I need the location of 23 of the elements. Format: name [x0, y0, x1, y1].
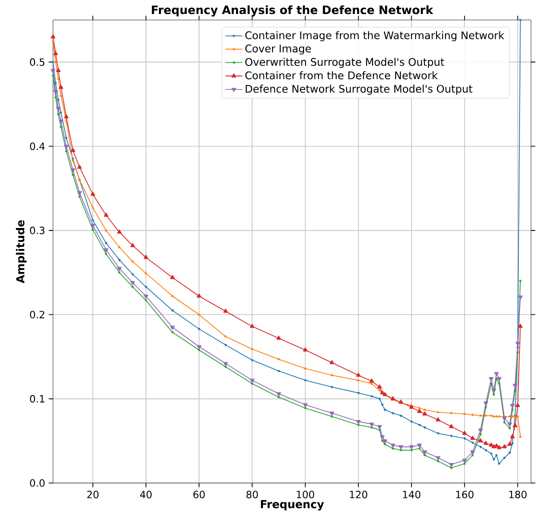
legend-label: Cover Image — [245, 44, 311, 54]
y-tick-label: 0.1 — [30, 395, 44, 403]
y-tick-label: 0.4 — [30, 142, 45, 150]
x-tick-label: 140 — [403, 490, 420, 498]
x-tick-label: 160 — [456, 490, 474, 498]
y-tick-label: 0.2 — [30, 310, 44, 318]
x-tick-label: 80 — [246, 490, 258, 498]
y-tick-label: 0.3 — [30, 226, 44, 234]
x-tick-label: 60 — [193, 490, 205, 498]
legend-label: Defence Network Surrogate Model's Output — [246, 84, 472, 95]
y-tick-label: 0.5 — [30, 58, 44, 66]
x-axis-title: Frequency — [260, 500, 324, 510]
x-tick-label: 100 — [296, 490, 314, 498]
legend-label: Container Image from the Watermarking Network — [245, 31, 504, 42]
y-tick-label: 0.0 — [30, 479, 45, 487]
x-tick-label: 40 — [140, 490, 152, 498]
x-tick-label: 180 — [509, 490, 527, 498]
chart-title: Frequency Analysis of the Defence Network — [152, 5, 434, 16]
x-tick-label: 20 — [87, 490, 99, 498]
x-tick-label: 120 — [350, 490, 368, 498]
y-axis-title: Amplitude — [16, 220, 27, 284]
legend-label: Container from the Defence Network — [245, 71, 438, 80]
legend-label: Overwritten Surrogate Model's Output — [245, 58, 444, 68]
